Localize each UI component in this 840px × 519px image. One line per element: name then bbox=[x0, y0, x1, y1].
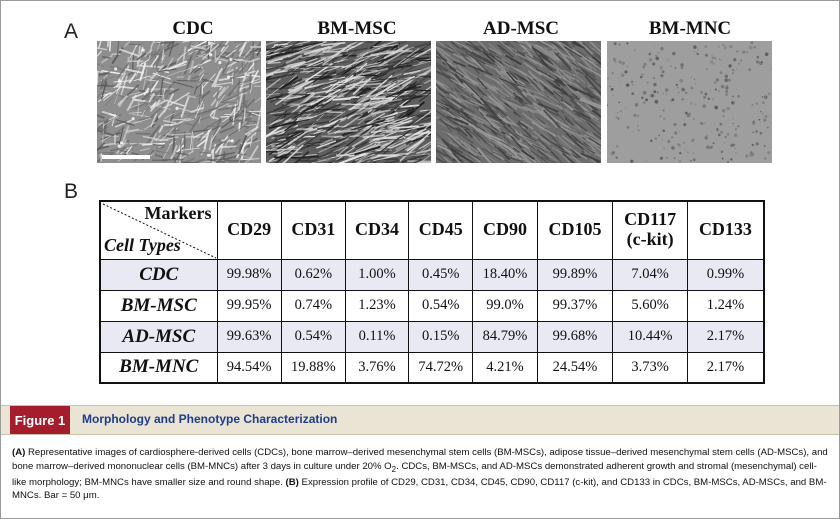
table-cell: 94.54% bbox=[216, 351, 282, 384]
table-cell: 5.60% bbox=[612, 289, 688, 322]
image-label-cdc: CDC bbox=[172, 18, 214, 39]
column-header: CD117 (c-kit) bbox=[612, 200, 688, 260]
column-header: CD105 bbox=[536, 200, 614, 260]
caption-text-b: Expression profile of CD29, CD31, CD34, … bbox=[12, 476, 827, 502]
table-corner-cell: Markers Cell Types bbox=[99, 200, 218, 260]
table-cell: 99.37% bbox=[536, 289, 614, 322]
table-cell: 99.89% bbox=[536, 258, 614, 291]
table-cell: 3.76% bbox=[344, 351, 410, 384]
table-cell: 0.74% bbox=[280, 289, 346, 322]
table-cell: 10.44% bbox=[612, 320, 688, 353]
table-cell: 1.23% bbox=[344, 289, 410, 322]
table-cell: 0.45% bbox=[408, 258, 474, 291]
column-header: CD90 bbox=[472, 200, 538, 260]
corner-label-cell-types: Cell Types bbox=[104, 234, 181, 255]
table-cell: 99.63% bbox=[216, 320, 282, 353]
caption-label-a: (A) bbox=[12, 447, 26, 458]
micrograph-cdc bbox=[97, 41, 261, 163]
corner-label-markers: Markers bbox=[144, 203, 212, 223]
column-header-sub: (c-kit) bbox=[626, 229, 674, 250]
marker-expression-table: Markers Cell Types CD29 CD31 CD34 CD45 C… bbox=[99, 200, 765, 384]
image-label-ad-msc: AD-MSC bbox=[483, 18, 559, 39]
scale-bar bbox=[102, 155, 150, 159]
table-cell: 2.17% bbox=[686, 320, 765, 353]
table-cell: 1.24% bbox=[686, 289, 765, 322]
column-header: CD31 bbox=[280, 200, 346, 260]
table-cell: 3.73% bbox=[612, 351, 688, 384]
column-header-main: CD117 bbox=[624, 209, 677, 230]
table-cell: 7.04% bbox=[612, 258, 688, 291]
table-row: CDC 99.98% 0.62% 1.00% 0.45% 18.40% 99.8… bbox=[99, 258, 765, 291]
row-header: AD-MSC bbox=[99, 320, 218, 353]
table-header-row: Markers Cell Types CD29 CD31 CD34 CD45 C… bbox=[99, 200, 765, 260]
table-cell: 99.98% bbox=[216, 258, 282, 291]
table-row: AD-MSC 99.63% 0.54% 0.11% 0.15% 84.79% 9… bbox=[99, 320, 765, 353]
figure-title: Morphology and Phenotype Characterizatio… bbox=[82, 412, 338, 426]
table-cell: 0.15% bbox=[408, 320, 474, 353]
table-cell: 84.79% bbox=[472, 320, 538, 353]
caption-label-b: (B) bbox=[285, 476, 299, 488]
caption-text-a-1: Representative images of cardiosphere-de… bbox=[12, 447, 828, 472]
table-row: BM-MSC 99.95% 0.74% 1.23% 0.54% 99.0% 99… bbox=[99, 289, 765, 322]
table-cell: 0.62% bbox=[280, 258, 346, 291]
table-cell: 99.0% bbox=[472, 289, 538, 322]
caption-header-bar bbox=[1, 405, 839, 435]
table-cell: 1.00% bbox=[344, 258, 410, 291]
figure-caption: (A) Representative images of cardiospher… bbox=[12, 446, 828, 503]
table-cell: 0.99% bbox=[686, 258, 765, 291]
table-cell: 99.68% bbox=[536, 320, 614, 353]
table-cell: 4.21% bbox=[472, 351, 538, 384]
row-header: CDC bbox=[99, 258, 218, 291]
micrograph-bm-msc bbox=[266, 41, 431, 163]
column-header: CD29 bbox=[216, 200, 282, 260]
column-header: CD45 bbox=[408, 200, 474, 260]
image-label-bm-mnc: BM-MNC bbox=[648, 18, 732, 39]
table-cell: 0.11% bbox=[344, 320, 410, 353]
panel-label-a: A bbox=[64, 20, 79, 43]
table-cell: 19.88% bbox=[280, 351, 346, 384]
caption-text-a-2: . CDCs, BM-MSCs, and AD-MSCs demonstrate… bbox=[12, 460, 817, 488]
column-header: CD34 bbox=[344, 200, 410, 260]
caption-subscript: 2 bbox=[391, 464, 397, 474]
column-header: CD133 bbox=[686, 200, 765, 260]
table-cell: 18.40% bbox=[472, 258, 538, 291]
figure-number-tag: Figure 1 bbox=[10, 406, 70, 434]
micrograph-bm-mnc bbox=[607, 41, 772, 163]
table-row: BM-MNC 94.54% 19.88% 3.76% 74.72% 4.21% … bbox=[99, 351, 765, 384]
table-cell: 2.17% bbox=[686, 351, 765, 384]
image-label-bm-msc: BM-MSC bbox=[317, 18, 397, 39]
panel-label-b: B bbox=[64, 180, 79, 203]
table-cell: 99.95% bbox=[216, 289, 282, 322]
table-cell: 24.54% bbox=[536, 351, 614, 384]
row-header: BM-MSC bbox=[99, 289, 218, 322]
row-header: BM-MNC bbox=[99, 351, 218, 384]
table-cell: 74.72% bbox=[408, 351, 474, 384]
table-cell: 0.54% bbox=[408, 289, 474, 322]
table-cell: 0.54% bbox=[280, 320, 346, 353]
micrograph-ad-msc bbox=[436, 41, 601, 163]
